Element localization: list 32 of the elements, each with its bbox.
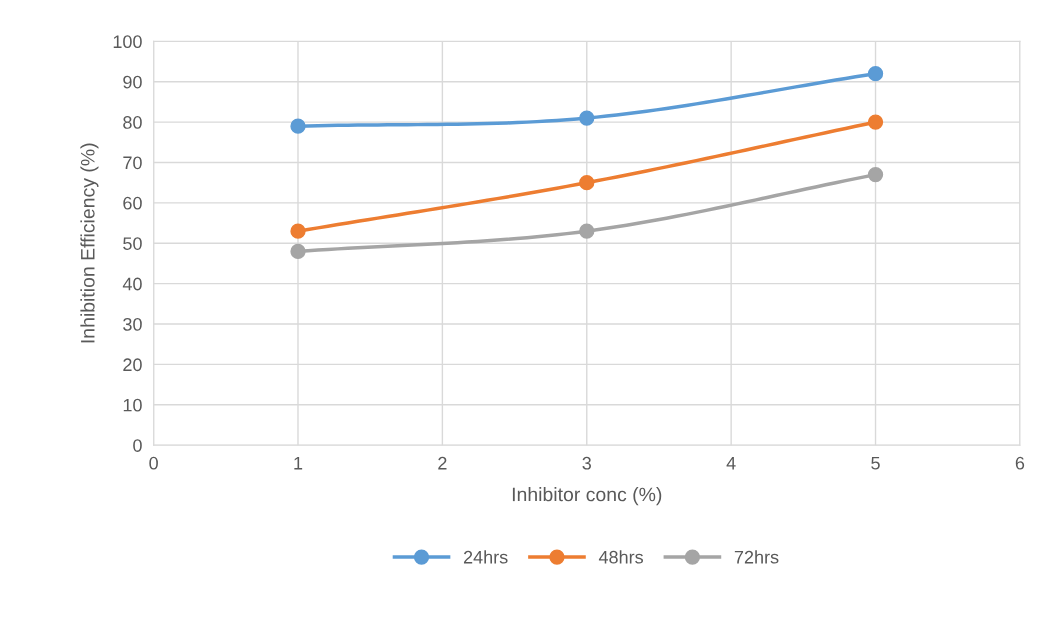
point bbox=[290, 243, 306, 259]
y-tick-label: 10 bbox=[123, 398, 142, 412]
legend-label: 48hrs bbox=[598, 550, 644, 564]
x-axis-title: Inhibitor conc (%) bbox=[512, 487, 662, 506]
point bbox=[579, 175, 595, 191]
y-tick-label: 40 bbox=[122, 277, 142, 291]
point bbox=[867, 66, 884, 82]
x-tick-label: 1 bbox=[294, 456, 303, 470]
point bbox=[579, 223, 595, 239]
x-tick-label: 2 bbox=[438, 456, 447, 470]
legend-label: 72hrs bbox=[734, 550, 779, 564]
y-tick-label: 30 bbox=[123, 317, 142, 331]
legend-label: 24hrs bbox=[463, 550, 508, 564]
point bbox=[290, 223, 306, 239]
y-tick-label: 70 bbox=[123, 156, 142, 170]
point bbox=[290, 118, 306, 134]
x-tick-label: 4 bbox=[726, 456, 736, 470]
point bbox=[867, 114, 884, 130]
y-tick-label: 0 bbox=[133, 439, 142, 452]
y-tick-label: 50 bbox=[123, 237, 142, 250]
x-tick-label: 0 bbox=[149, 456, 158, 470]
y-tick-label: 60 bbox=[123, 196, 142, 210]
point bbox=[867, 166, 884, 183]
y-tick-label: 90 bbox=[123, 75, 142, 89]
point bbox=[579, 110, 595, 126]
x-tick-label: 6 bbox=[1015, 456, 1025, 470]
y-tick-label: 100 bbox=[113, 35, 142, 49]
x-tick-label: 5 bbox=[871, 456, 880, 470]
x-tick-label: 3 bbox=[582, 456, 591, 470]
y-tick-label: 80 bbox=[123, 116, 142, 129]
y-tick-label: 20 bbox=[123, 358, 142, 372]
y-axis-title: Inhibition Efficiency (%) bbox=[80, 143, 99, 343]
